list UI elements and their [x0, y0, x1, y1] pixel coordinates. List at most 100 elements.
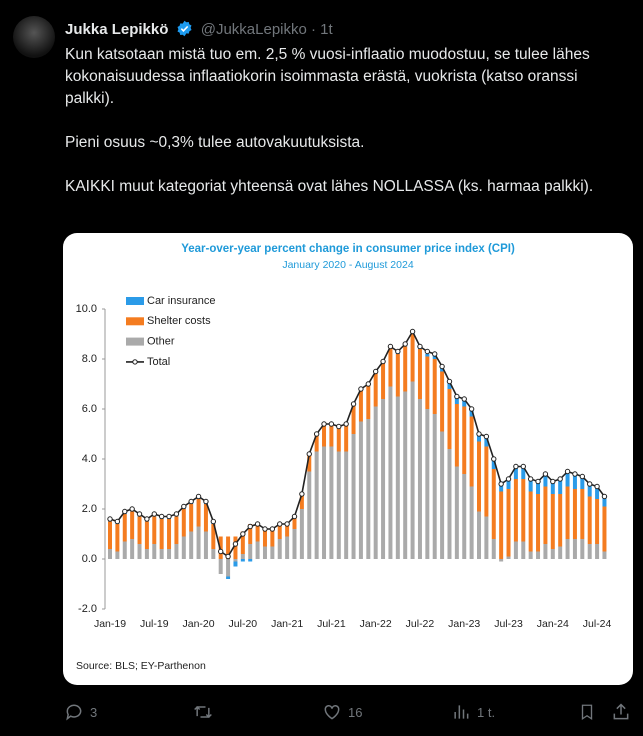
bar-segment: [196, 526, 201, 559]
bar-segment: [181, 536, 186, 559]
tweet-text: Kun katsotaan mistä tuo em. 2,5 % vuosi-…: [65, 44, 625, 220]
bookmark-button[interactable]: [578, 699, 596, 725]
like-icon: [324, 704, 340, 720]
bar-segment: [543, 486, 548, 544]
share-button[interactable]: [611, 699, 631, 725]
total-point: [240, 531, 246, 537]
bar-segment: [137, 516, 142, 544]
bar-segment: [462, 474, 467, 559]
bar-segment: [329, 446, 334, 559]
bar-segment: [240, 559, 245, 562]
bar-segment: [226, 536, 231, 559]
bar-segment: [491, 469, 496, 539]
total-point: [527, 476, 534, 482]
like-button[interactable]: 16: [322, 699, 362, 725]
bar-segment: [484, 436, 489, 447]
total-point: [173, 511, 180, 517]
total-point: [166, 513, 172, 520]
bar-segment: [174, 516, 179, 544]
bar-segment: [329, 424, 334, 447]
total-point: [446, 378, 453, 385]
total-point: [594, 483, 600, 490]
bar-segment: [292, 529, 297, 559]
bar-segment: [262, 529, 267, 547]
bar-segment: [410, 381, 415, 559]
bar-segment: [285, 536, 290, 559]
bar-segment: [491, 539, 496, 559]
author-name[interactable]: Jukka Lepikkö: [65, 21, 169, 38]
bar-segment: [454, 404, 459, 467]
retweet-button[interactable]: [192, 699, 214, 725]
bar-segment: [255, 524, 260, 542]
bar-segment: [447, 389, 452, 449]
total-point: [520, 463, 526, 470]
total-point: [587, 481, 593, 487]
total-point: [572, 471, 578, 477]
total-point: [299, 491, 305, 497]
total-point: [277, 521, 283, 527]
avatar[interactable]: [13, 16, 55, 58]
bar-segment: [336, 426, 341, 452]
chart-card[interactable]: Year-over-year percent change in consume…: [63, 233, 633, 685]
total-point: [291, 513, 298, 520]
total-point: [254, 521, 261, 527]
bar-segment: [432, 414, 437, 559]
bar-segment: [565, 539, 570, 559]
bar-segment: [447, 381, 452, 389]
chart: Year-over-year percent change in consume…: [76, 243, 612, 672]
bar-segment: [462, 406, 467, 474]
bar-segment: [506, 479, 511, 489]
bar-segment: [587, 544, 592, 559]
total-point: [151, 511, 157, 517]
bar-segment: [159, 549, 164, 559]
bar-segment: [167, 549, 172, 559]
bar-segment: [506, 489, 511, 557]
bar-segment: [203, 531, 208, 559]
bar-segment: [484, 446, 489, 517]
reply-button[interactable]: 3: [64, 699, 97, 725]
y-tick-label: 0.0: [82, 553, 97, 565]
bar-segment: [572, 474, 577, 489]
bar-segment: [366, 384, 371, 419]
bar-segment: [528, 551, 533, 559]
bar-segment: [167, 519, 172, 549]
bar-segment: [189, 504, 194, 532]
bar-segment: [108, 521, 112, 549]
bar-segment: [602, 506, 607, 552]
bar-segment: [373, 406, 378, 559]
y-tick-label: 8.0: [82, 353, 97, 365]
bar-segment: [572, 489, 577, 539]
bar-segment: [292, 516, 297, 529]
bar-segment: [587, 496, 592, 544]
bar-segment: [262, 546, 267, 559]
total-point: [269, 526, 276, 532]
bar-segment: [395, 354, 400, 397]
total-point: [181, 503, 187, 510]
bar-segment: [344, 424, 349, 452]
total-point: [247, 523, 253, 530]
views-button[interactable]: 1 t.: [451, 699, 495, 725]
total-point: [188, 498, 194, 505]
bar-segment: [454, 466, 459, 559]
tweet-header: Jukka Lepikkö @JukkaLepikko · 1t: [65, 20, 333, 38]
bar-segment: [336, 451, 341, 559]
total-point: [336, 423, 342, 430]
bar-segment: [285, 524, 290, 537]
x-tick-label: Jul-24: [583, 618, 612, 630]
bar-segment: [417, 399, 422, 559]
total-point: [476, 431, 482, 437]
share-icon: [613, 703, 629, 720]
bar-segment: [307, 454, 312, 472]
author-handle[interactable]: @JukkaLepikko · 1t: [200, 21, 333, 38]
bar-segment: [477, 441, 481, 512]
bar-segment: [152, 544, 157, 559]
reply-count: 3: [90, 704, 98, 720]
total-point: [313, 431, 320, 437]
bar-segment: [358, 389, 363, 422]
bar-segment: [381, 361, 386, 399]
legend-swatch: [126, 297, 144, 305]
bar-segment: [543, 474, 548, 487]
bar-segment: [174, 544, 179, 559]
bar-segment: [550, 549, 555, 559]
bar-segment: [469, 409, 474, 417]
